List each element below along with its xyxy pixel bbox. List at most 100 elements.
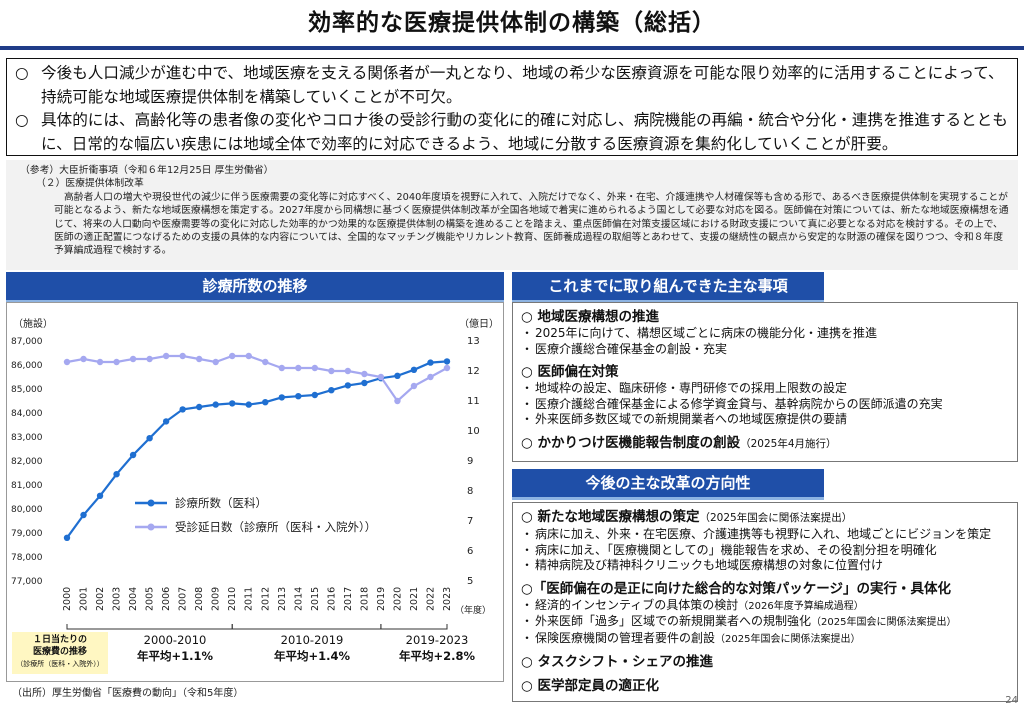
section-title: ○ 医学部定員の適正化 — [521, 678, 1009, 695]
data-point — [229, 352, 236, 360]
growth-period-2: 2010-2019 年平均+1.4% — [242, 632, 382, 674]
data-point — [96, 358, 104, 366]
data-point — [80, 355, 87, 363]
list-item-note: （2026年度予算編成過程） — [738, 600, 864, 612]
section-title: ○ 医師偏在対策 — [521, 364, 1009, 381]
data-point — [80, 511, 87, 519]
page-number: 24 — [1005, 695, 1018, 706]
list-item-text: 外来医師「過多」区域での新規開業者への規制強化 — [535, 614, 812, 628]
intro-text: 今後も人口減少が進む中で、地域医療を支える関係者が一丸となり、地域の希少な医療資… — [41, 64, 1004, 106]
data-point — [245, 401, 252, 408]
growth-legend-line2: 医療費の推移 — [32, 647, 87, 657]
x-tick-label: 2023 — [442, 587, 453, 611]
list-item-text: 保険医療機関の管理者要件の創設 — [535, 630, 716, 645]
x-tick-label: 2021 — [409, 587, 420, 611]
section-title: ○ タスクシフト・シェアの推進 — [521, 654, 1009, 671]
data-point — [427, 359, 434, 366]
section-title-text: ○ 医学部定員の適正化 — [521, 678, 659, 694]
source-note: （出所）厚生労働省「医療費の動向」（令和5年度） — [12, 688, 244, 699]
x-tick-label: 2018 — [359, 587, 370, 611]
growth-period-label: 2010-2019 — [280, 633, 344, 647]
y-right-tick-label: 9 — [467, 456, 473, 467]
x-tick-label: 2020 — [392, 587, 403, 611]
section-title: ○「医師偏在の是正に向けた総合的な対策パッケージ」の実行・具体化 — [521, 581, 1009, 598]
data-point — [179, 352, 186, 360]
reference-body: 高齢者人口の増大や現役世代の減少に伴う医療需要の変化等に対応すべく、2040年度… — [54, 191, 1009, 257]
growth-rate-value: 年平均+1.4% — [273, 649, 351, 663]
y-left-tick-label: 82,000 — [11, 457, 43, 467]
list-item-note: （2025年国会に関係法案提出） — [811, 617, 957, 628]
x-tick-label: 2000 — [62, 587, 73, 611]
chart-section-header: 診療所数の推移 — [6, 272, 504, 303]
list-item: 病床に加え、「医療機関としての」機能報告を求め、その役割分担を明確化 — [521, 543, 1009, 559]
spacer — [521, 357, 1009, 362]
x-tick-label: 2010 — [227, 587, 238, 611]
data-point — [311, 364, 319, 372]
data-point — [328, 367, 335, 375]
reforms-header: 今後の主な改革の方向性 — [512, 469, 824, 500]
data-point — [212, 358, 219, 366]
data-point — [162, 352, 170, 360]
list-item: 外来医師「過多」区域での新規開業者への規制強化（2025年国会に関係法案提出） — [521, 614, 1009, 631]
data-point — [394, 372, 401, 379]
y-left-axis-label: （施設） — [13, 317, 53, 330]
spacer — [521, 453, 1009, 458]
data-point — [443, 364, 451, 372]
spacer — [521, 695, 1009, 700]
x-tick-label: 2005 — [145, 587, 156, 611]
x-tick-label: 2008 — [194, 587, 205, 611]
data-point — [377, 373, 385, 381]
data-point — [179, 406, 186, 413]
growth-legend-box: １日当たりの 医療費の推移 （診療所（医科・入院外）） — [12, 632, 108, 674]
data-point — [113, 358, 120, 366]
x-tick-label: 2015 — [310, 587, 321, 611]
x-tick-label: 2017 — [343, 587, 354, 611]
y-right-tick-label: 7 — [467, 516, 473, 527]
intro-paragraph: ○ 具体的には、高齢化等の患者像の変化やコロナ後の受診行動の変化に的確に対応し、… — [15, 109, 1009, 156]
y-right-tick-label: 10 — [467, 426, 480, 437]
data-point — [146, 435, 153, 442]
spacer — [521, 428, 1009, 433]
section-title-text: ○ 新たな地域医療構想の策定 — [521, 509, 700, 525]
x-tick-label: 2011 — [244, 587, 255, 611]
data-point — [162, 418, 170, 425]
list-item: 2025年に向けて、構想区域ごとに病床の機能分化・連携を推進 — [521, 326, 1009, 342]
data-point — [96, 492, 104, 499]
list-item-text: 精神病院及び精神科クリニックも地域医療構想の対象に位置付け — [535, 558, 884, 572]
section-title: ○ 新たな地域医療構想の策定（2025年国会に関係法案提出） — [521, 509, 1009, 527]
data-point — [295, 393, 302, 400]
legend-marker — [147, 523, 155, 531]
x-tick-label: 2004 — [128, 587, 139, 611]
data-point — [410, 382, 418, 390]
list-item: 医療介護総合確保基金の創設・充実 — [521, 342, 1009, 358]
period-bracket — [380, 624, 448, 630]
section-title: ○ かかりつけ医機能報告制度の創設（2025年4月施行） — [521, 435, 1009, 453]
legend-label: 受診延日数（診療所（医科・入院外）） — [175, 520, 376, 534]
x-tick-label: 2016 — [326, 587, 337, 611]
list-item: 経済的インセンティブの具体策の検討（2026年度予算編成過程） — [521, 598, 1009, 615]
data-point — [146, 355, 153, 363]
data-point — [394, 397, 401, 405]
data-point — [129, 451, 137, 459]
data-point — [63, 534, 71, 541]
list-item: 医療介護総合確保基金による修学資金貸与、基幹病院からの医師派遣の充実 — [521, 397, 1009, 413]
y-left-tick-label: 83,000 — [11, 433, 43, 443]
x-tick-label: 2006 — [161, 587, 172, 611]
section-title-text: ○ かかりつけ医機能報告制度の創設 — [521, 434, 741, 451]
x-tick-label: 2014 — [293, 587, 304, 611]
growth-rates: １日当たりの 医療費の推移 （診療所（医科・入院外）） 2000-2010 年平… — [12, 632, 492, 674]
y-left-tick-label: 80,000 — [11, 505, 43, 515]
x-axis-unit-label: （年度） — [455, 604, 491, 616]
data-point — [229, 400, 236, 407]
y-right-tick-label: 13 — [467, 336, 480, 347]
list-item: 外来医師多数区域での新規開業者への地域医療提供の要請 — [521, 412, 1009, 428]
data-point — [212, 401, 219, 408]
reference-box: （参考）大臣折衝事項（令和６年12月25日 厚生労働省） （２）医療提供体制改革… — [6, 160, 1018, 270]
data-point — [278, 364, 285, 372]
bullet-circle: ○ — [15, 64, 29, 82]
y-right-tick-label: 12 — [467, 366, 480, 377]
spacer — [521, 671, 1009, 676]
period-bracket — [231, 624, 382, 630]
x-tick-label: 2019 — [376, 587, 387, 611]
line-chart: （施設） （億日）77,00078,00079,00080,00081,00082… — [11, 317, 499, 630]
